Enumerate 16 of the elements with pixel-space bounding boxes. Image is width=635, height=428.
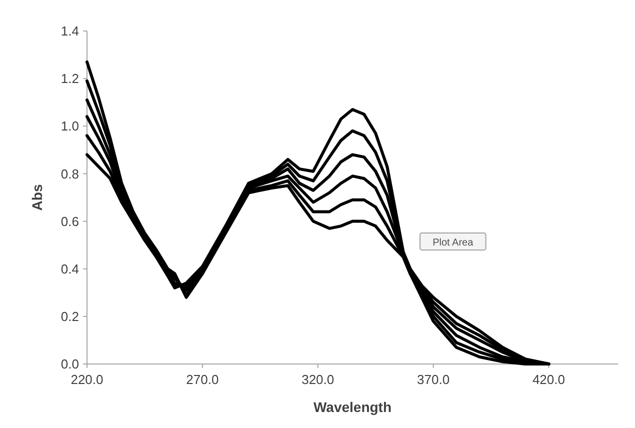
annotation: Plot Area bbox=[432, 238, 474, 248]
x-tick-label: 320.0 bbox=[302, 372, 334, 387]
x-tick-label: 370.0 bbox=[417, 372, 450, 387]
y-tick-label: 1.0 bbox=[60, 118, 79, 134]
x-tick-label: 220.0 bbox=[70, 372, 104, 387]
y-tick-label: 0.2 bbox=[60, 308, 79, 324]
y-tick-label: 0.8 bbox=[60, 166, 79, 182]
y-tick-label: 1.4 bbox=[60, 24, 79, 39]
y-tick-label: 1.2 bbox=[60, 71, 79, 86]
y-tick-label: 0.6 bbox=[60, 214, 79, 229]
x-tick-label: 420.0 bbox=[532, 372, 566, 387]
x-tick-label: 270.0 bbox=[186, 372, 219, 387]
y-tick-label: 0.0 bbox=[60, 356, 79, 372]
y-axis-title: Abs bbox=[29, 184, 45, 211]
x-axis-title: Wavelength bbox=[313, 399, 392, 415]
y-tick-label: 0.4 bbox=[60, 261, 79, 276]
